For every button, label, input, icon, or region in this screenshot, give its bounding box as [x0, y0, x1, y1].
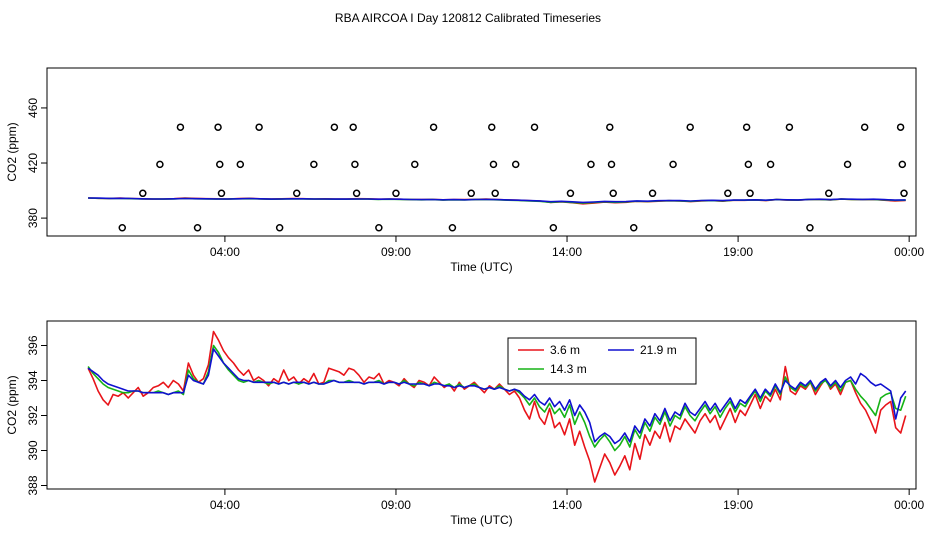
y-tick-label: 380: [26, 208, 40, 228]
data-point: [766, 160, 775, 169]
data-point: [448, 223, 457, 232]
data-point: [686, 123, 694, 131]
x-tick-label: 00:00: [894, 245, 924, 259]
data-point: [843, 160, 852, 169]
data-point: [744, 160, 753, 169]
data-point: [530, 123, 539, 131]
data-point: [746, 189, 754, 198]
data-point: [156, 160, 164, 169]
data-point: [511, 160, 520, 169]
data-point: [806, 223, 814, 232]
data-point: [176, 123, 185, 131]
x-axis-label: Time (UTC): [450, 513, 512, 527]
data-point: [429, 123, 438, 131]
legend-box: [507, 337, 697, 385]
data-point: [566, 189, 575, 198]
chart-title: RBA AIRCOA I Day 120812 Calibrated Times…: [335, 11, 601, 25]
data-point: [896, 123, 905, 131]
y-axis-label: CO2 (ppm): [5, 375, 19, 434]
data-point: [118, 223, 127, 232]
data-point: [825, 189, 833, 198]
x-tick-label: 19:00: [723, 245, 753, 259]
data-point: [236, 160, 245, 169]
plot-frame: [46, 67, 917, 237]
x-tick-label: 00:00: [894, 498, 924, 512]
data-point: [629, 223, 638, 232]
series-line-2: [88, 197, 906, 204]
y-axis-label: CO2 (ppm): [5, 122, 19, 181]
legend-label: 3.6 m: [550, 343, 580, 357]
x-tick-label: 19:00: [723, 498, 753, 512]
series-line-2: [87, 348, 907, 445]
data-point: [705, 223, 713, 232]
data-point: [785, 123, 794, 131]
data-point: [214, 123, 222, 131]
y-tick-label: 460: [26, 98, 40, 118]
data-point: [648, 189, 657, 198]
y-tick-label: 392: [26, 405, 40, 425]
data-point: [467, 189, 475, 198]
legend-label: 14.3 m: [550, 362, 587, 376]
data-point: [587, 160, 595, 169]
y-tick-label: 388: [26, 475, 40, 495]
data-point: [669, 160, 677, 169]
data-point: [549, 223, 558, 232]
data-point: [491, 189, 499, 198]
data-point: [742, 123, 751, 131]
data-point: [607, 160, 616, 169]
y-tick-label: 390: [26, 440, 40, 460]
data-point: [352, 189, 361, 198]
data-point: [217, 189, 226, 198]
data-point: [310, 160, 318, 169]
data-point: [900, 189, 908, 198]
plot-frame: [46, 320, 917, 490]
data-point: [609, 189, 617, 198]
data-point: [488, 123, 496, 131]
data-point: [606, 123, 614, 131]
x-tick-label: 14:00: [552, 498, 582, 512]
x-tick-label: 14:00: [552, 245, 582, 259]
data-point: [898, 160, 907, 169]
data-point: [275, 223, 284, 232]
data-point: [860, 123, 869, 131]
data-point: [724, 189, 732, 198]
x-axis-label: Time (UTC): [450, 260, 512, 274]
data-point: [293, 189, 301, 198]
legend-label: 21.9 m: [640, 343, 677, 357]
data-point: [139, 189, 147, 198]
y-tick-label: 396: [26, 335, 40, 355]
x-tick-label: 09:00: [381, 245, 411, 259]
series-line-0: [87, 330, 907, 483]
data-point: [489, 160, 498, 169]
data-point: [411, 160, 419, 169]
y-tick-label: 394: [26, 370, 40, 390]
data-point: [351, 160, 359, 169]
data-point: [349, 123, 357, 131]
data-point: [392, 189, 400, 198]
data-point: [193, 223, 202, 232]
data-point: [216, 160, 224, 169]
data-point: [330, 123, 339, 131]
x-tick-label: 09:00: [381, 498, 411, 512]
data-point: [255, 123, 263, 131]
data-point: [375, 223, 383, 232]
x-tick-label: 04:00: [210, 245, 240, 259]
x-tick-label: 04:00: [210, 498, 240, 512]
y-tick-label: 420: [26, 153, 40, 173]
